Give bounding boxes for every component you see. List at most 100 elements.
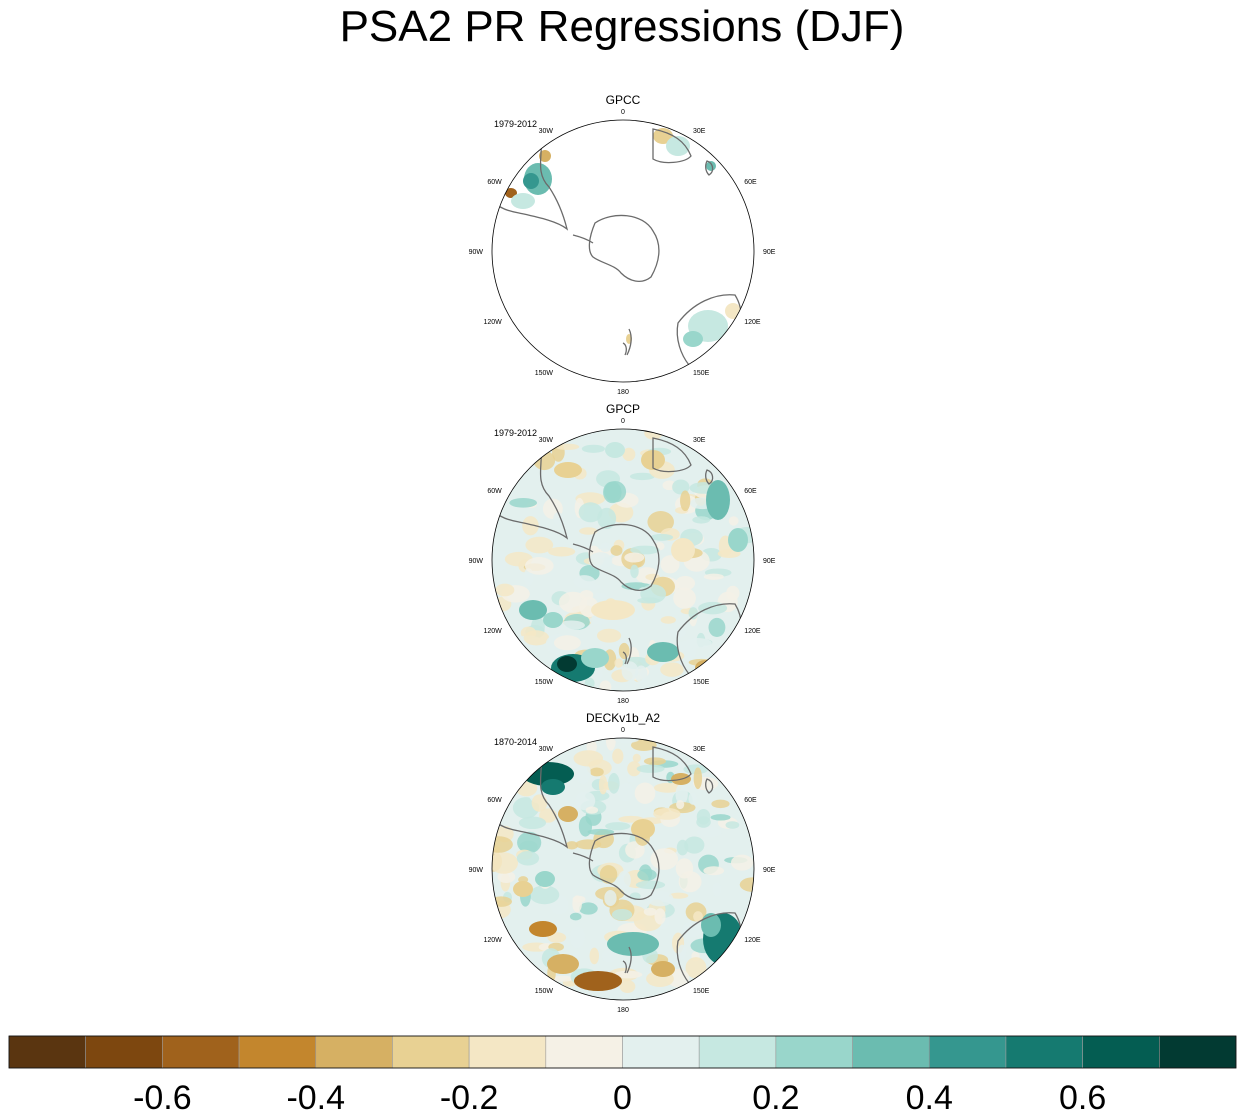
anomaly-blob bbox=[581, 648, 609, 668]
anomaly-blob bbox=[519, 600, 547, 620]
lon-label: 180 bbox=[617, 698, 629, 705]
field-cell bbox=[553, 512, 564, 526]
field-cell bbox=[703, 866, 725, 876]
map-panel-1 bbox=[492, 429, 754, 691]
lon-label: 90E bbox=[763, 867, 776, 874]
field-cell bbox=[554, 443, 580, 451]
anomaly-blob bbox=[706, 480, 730, 520]
coastline bbox=[572, 543, 594, 553]
colorbar-box bbox=[8, 1035, 86, 1069]
field-cell bbox=[509, 497, 538, 508]
field-cell bbox=[585, 806, 599, 814]
field-cell bbox=[594, 592, 607, 600]
field-cell bbox=[597, 507, 617, 530]
polar-maps: GPCC 1979-2012 0 30E 60E 90E 120E 150E 180 150W 12… bbox=[469, 93, 776, 1014]
lon-label: 90W bbox=[469, 558, 484, 565]
lon-label: 150W bbox=[535, 370, 554, 377]
field-cell bbox=[703, 573, 724, 580]
lon-label: 0 bbox=[621, 727, 625, 734]
lon-label: 120E bbox=[744, 628, 761, 635]
anomaly-blob bbox=[557, 656, 577, 672]
anomaly-blob bbox=[554, 462, 582, 478]
field-cell bbox=[660, 555, 680, 574]
field-cell bbox=[579, 527, 598, 535]
field-cell bbox=[711, 799, 730, 809]
field-cell bbox=[610, 545, 623, 556]
anomaly-blob bbox=[607, 932, 659, 956]
field-cell bbox=[618, 642, 630, 660]
lon-label: 150E bbox=[693, 370, 710, 377]
field-cell bbox=[627, 761, 641, 777]
field-cell bbox=[596, 628, 622, 643]
colorbar-tick-label: -0.6 bbox=[133, 1079, 192, 1116]
field-cell bbox=[625, 841, 645, 859]
anomaly-blob bbox=[513, 881, 533, 897]
field-cell bbox=[660, 616, 676, 624]
field-cell bbox=[565, 841, 579, 850]
field-cell bbox=[553, 635, 581, 651]
field-cell bbox=[626, 775, 637, 783]
field-cell bbox=[660, 662, 684, 677]
field-cell bbox=[725, 821, 740, 829]
field-cell bbox=[669, 892, 689, 899]
lon-label: 0 bbox=[621, 418, 625, 425]
field-cell bbox=[522, 516, 539, 536]
field-cell bbox=[696, 816, 711, 828]
land-patch bbox=[683, 331, 703, 347]
land-patch bbox=[653, 128, 673, 144]
field-cell bbox=[617, 870, 631, 890]
field-cell bbox=[675, 575, 696, 591]
map-panel-0 bbox=[492, 120, 754, 382]
field-cell bbox=[584, 677, 595, 689]
field-cell bbox=[495, 583, 515, 597]
field-cell bbox=[710, 814, 731, 821]
field-cell bbox=[654, 908, 666, 925]
field-cell bbox=[608, 458, 630, 472]
anomaly-blob bbox=[605, 442, 625, 458]
field-cell bbox=[586, 740, 597, 754]
field-cell bbox=[608, 772, 620, 794]
colorbar-box bbox=[928, 1035, 1007, 1069]
field-cell bbox=[575, 791, 596, 811]
coastline bbox=[705, 469, 714, 485]
field-cell bbox=[675, 783, 688, 805]
lon-label: 90E bbox=[763, 249, 776, 256]
field-cell bbox=[599, 865, 618, 884]
field-cell bbox=[605, 822, 631, 831]
field-cell bbox=[730, 854, 754, 871]
field-cell bbox=[601, 948, 617, 963]
lon-label: 30E bbox=[693, 128, 706, 135]
map-border bbox=[491, 737, 755, 1001]
field-cell bbox=[572, 895, 586, 903]
field-cell bbox=[531, 794, 548, 812]
field-cell bbox=[604, 890, 617, 907]
coastline bbox=[652, 437, 692, 473]
lon-label: 150W bbox=[535, 988, 554, 995]
field-cell bbox=[492, 550, 508, 572]
coastline bbox=[622, 637, 632, 665]
lon-label: 60W bbox=[487, 488, 502, 495]
field-cell bbox=[603, 481, 622, 504]
colorbar-frame bbox=[8, 1035, 1237, 1069]
panel-period: 1979-2012 bbox=[494, 428, 537, 438]
colorbar-box bbox=[162, 1035, 240, 1069]
field-cell bbox=[593, 666, 603, 681]
field-cell bbox=[598, 775, 608, 795]
lon-label: 30E bbox=[693, 746, 706, 753]
field-cell bbox=[685, 957, 707, 979]
field-cell bbox=[678, 871, 702, 893]
field-cell bbox=[612, 748, 624, 764]
lon-label: 120W bbox=[483, 319, 502, 326]
colorbar-box bbox=[622, 1035, 700, 1069]
panel-title: GPCC bbox=[606, 93, 641, 107]
field-cell bbox=[492, 896, 512, 907]
anomaly-blob bbox=[591, 600, 635, 620]
field-cell bbox=[653, 807, 681, 820]
lon-label: 30W bbox=[539, 128, 554, 135]
field-cell bbox=[696, 826, 722, 838]
colorbar-box bbox=[545, 1035, 623, 1069]
lon-label: 90E bbox=[763, 558, 776, 565]
field-cell bbox=[634, 782, 656, 804]
field-cell bbox=[504, 551, 533, 567]
anomaly-blob bbox=[671, 538, 695, 562]
